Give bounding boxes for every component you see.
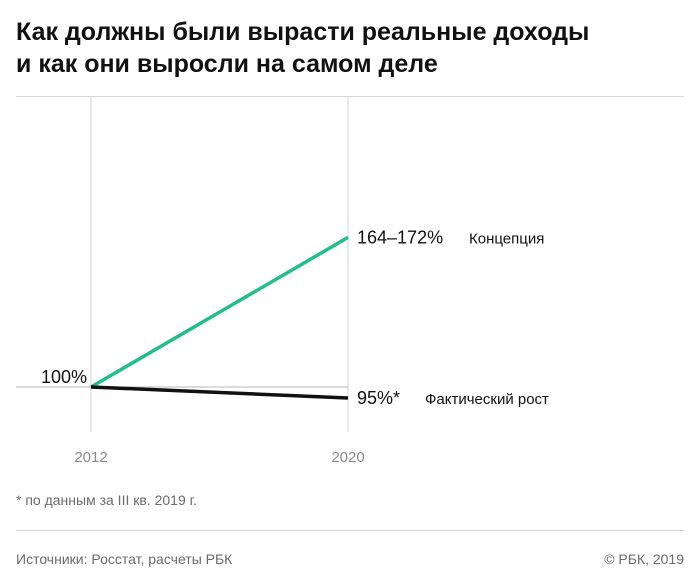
chart-title-line-2: и как они выросли на самом деле [16, 50, 438, 78]
x-tick-label-0: 2012 [74, 449, 107, 466]
footnote: * по данным за III кв. 2019 г. [16, 492, 197, 508]
x-tick-label-1: 2020 [331, 449, 364, 466]
top-divider [16, 96, 684, 97]
series-name-label-0: Концепция [469, 230, 544, 247]
copyright: © РБК, 2019 [604, 551, 684, 567]
series-line-0 [90, 235, 349, 389]
chart-title-line-1: Как должны были вырасти реальные доходы [16, 18, 590, 46]
series-name-label-1: Фактический рост [425, 391, 549, 408]
end-value-label-0: 164–172% [357, 227, 443, 247]
bottom-divider [16, 530, 684, 531]
line-chart: 2012 2020 100% 164–172% Концепция 95%* Факт… [16, 97, 549, 466]
chart-title: Как должны были вырасти реальные доходы … [16, 16, 686, 80]
end-value-label-1: 95%* [357, 388, 400, 408]
series-line-1 [90, 385, 349, 400]
series-layer: 164–172% Концепция 95%* Фактический рост [90, 227, 549, 408]
source-note: Источники: Росстат, расчеты РБК [16, 551, 233, 567]
start-value-label: 100% [41, 367, 87, 387]
